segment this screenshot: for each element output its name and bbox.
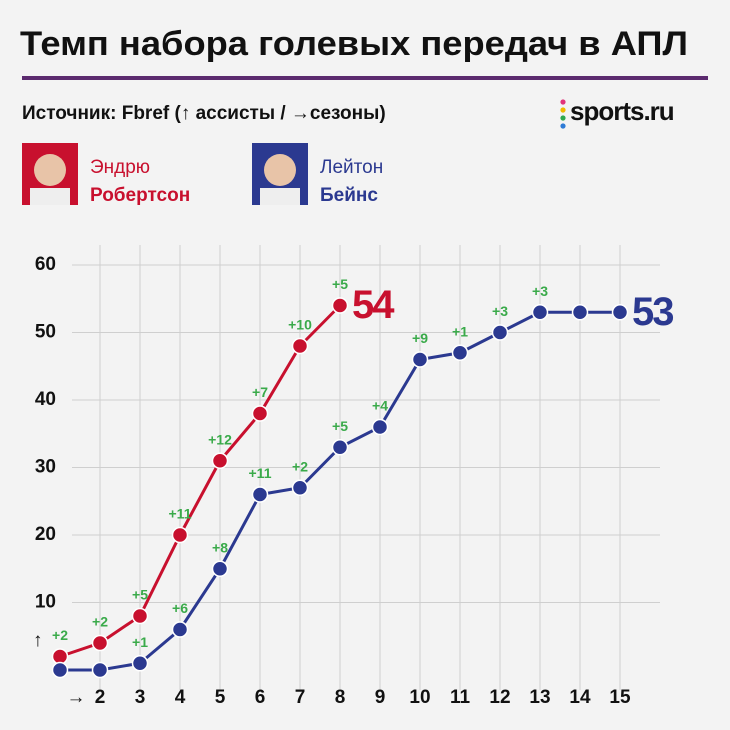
avatar-face [264,154,296,186]
increment-label: +12 [208,431,232,447]
data-point [491,324,509,341]
data-point [51,661,69,679]
data-point [331,297,349,314]
legend-entry: Лейтон Бейнс [320,157,383,206]
increment-label: +4 [372,398,388,414]
y-tick-label: 30 [35,457,56,478]
y-tick-label: 40 [35,389,56,410]
increment-label: +11 [249,465,272,481]
title: Темп набора голевых передач в АПЛ [20,25,688,63]
increment-label: +3 [532,283,548,299]
data-point [451,344,469,361]
increment-label: +2 [52,627,68,643]
data-point [571,304,589,321]
x-tick-label: 9 [375,687,386,708]
increment-label: +11 [169,506,192,522]
increment-label: +6 [172,600,188,616]
x-tick-label: 8 [335,687,346,708]
x-tick-label: 11 [450,687,471,708]
x-tick-label: 3 [135,687,146,708]
data-point [331,439,349,456]
data-point [531,304,549,321]
x-tick-label: 12 [489,687,510,708]
x-tick-label: 4 [175,687,186,708]
data-point [211,560,229,577]
data-point [291,337,309,355]
x-tick-label: 14 [569,687,591,708]
x-tick-label: 2 [95,687,106,708]
data-point [131,607,149,625]
increment-label: +5 [132,587,148,603]
y-tick-label: 10 [35,592,56,613]
increment-label: +7 [252,384,268,400]
increment-label: +3 [492,303,508,319]
data-point [611,304,629,321]
data-point [171,526,189,544]
increment-label: +1 [452,323,468,339]
legend-entry: Эндрю Робертсон [90,157,190,206]
x-tick-label: 6 [255,687,266,708]
increment-label: +2 [92,614,108,630]
end-value-label: 54 [352,283,395,327]
y-tick-label: 20 [35,524,56,545]
increment-label: +2 [292,458,308,474]
data-point [371,418,389,436]
y-tick-label: 60 [35,254,56,275]
logo-dots [560,99,566,129]
subtitle: Источник: Fbref (↑ ассисты / →сезоны) [22,103,386,124]
x-tick-label: 15 [609,687,631,708]
increment-label: +5 [332,418,348,434]
data-point [171,621,189,638]
avatar-face [34,154,66,186]
logo: sports.ru [570,96,674,126]
avatars [22,143,308,205]
data-point [251,486,269,503]
increment-label: +10 [288,317,312,333]
data-point [211,452,229,469]
data-point [131,655,149,672]
x-axis-arrow: → [67,687,86,708]
avatar-shirt [30,188,70,205]
data-point [91,634,109,652]
end-value-label: 53 [632,290,673,334]
increment-label: +1 [132,634,148,650]
data-point [251,405,269,422]
x-tick-label: 13 [529,687,550,708]
x-tick-label: 10 [409,687,430,708]
x-tick-label: 7 [295,687,306,708]
y-tick-label: 50 [35,322,56,343]
data-point [411,351,429,368]
increment-label: +9 [412,330,428,346]
data-point [91,661,109,679]
increment-label: +5 [332,276,348,292]
data-point [291,479,309,496]
x-tick-label: 5 [215,687,226,708]
increment-label: +8 [212,539,228,555]
avatar-shirt [260,188,300,205]
y-axis-arrow: ↑ [33,630,43,651]
